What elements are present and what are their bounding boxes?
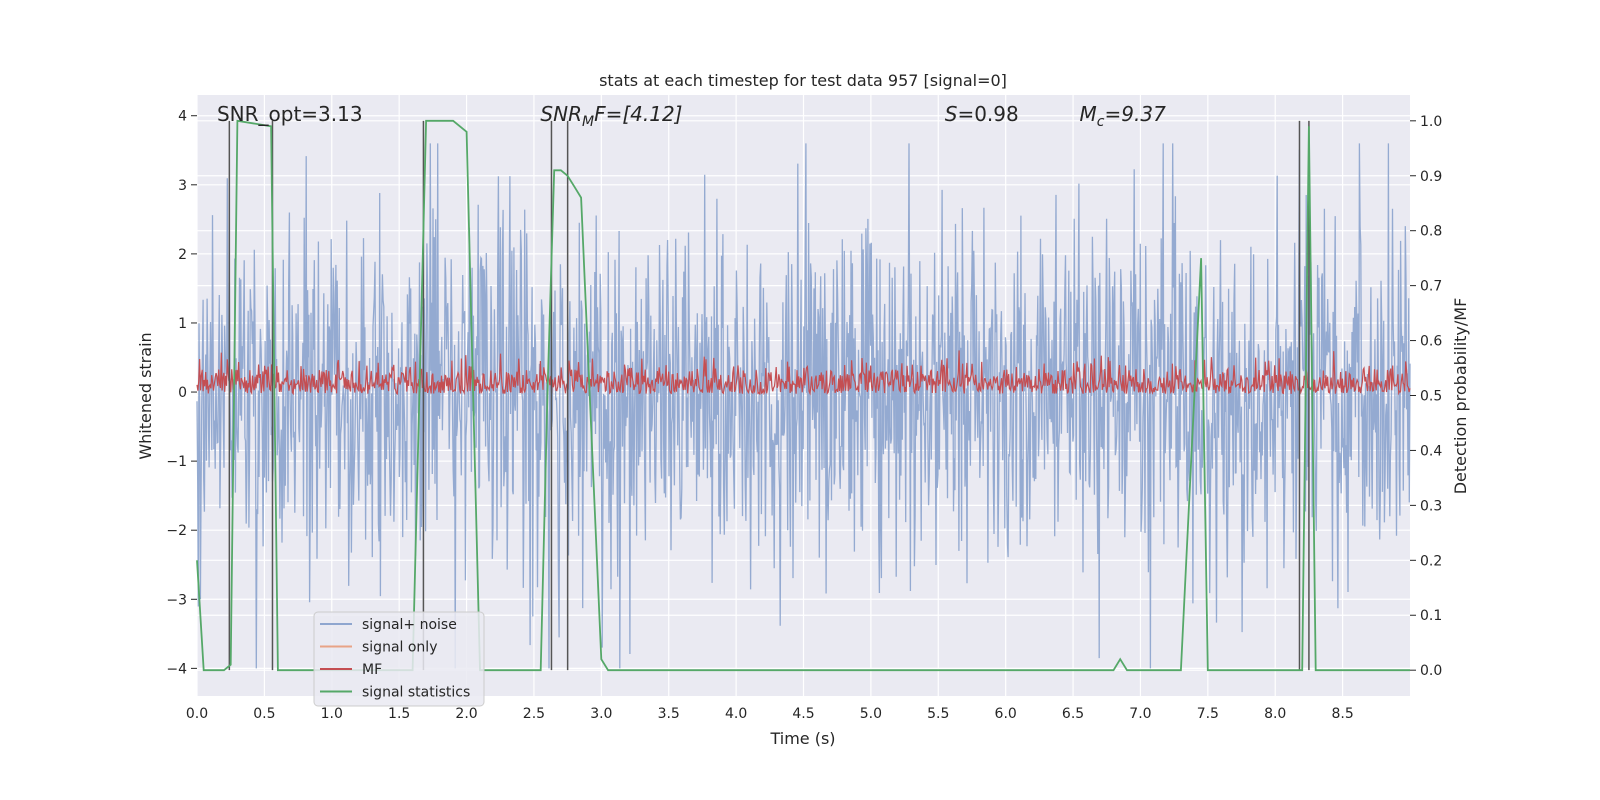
x-tick-4: 2.0	[455, 706, 477, 722]
signal-noise-series	[196, 143, 1411, 669]
y-tick-0: 4	[178, 109, 187, 125]
x-tick-3: 1.5	[388, 706, 410, 722]
annotation-2: S=0.98	[945, 102, 1019, 126]
mf-line	[196, 350, 1411, 396]
x-tick-1: 0.5	[253, 706, 275, 722]
y2-tick-5: 0.5	[1420, 389, 1442, 405]
y2-tick-0: 1.0	[1420, 114, 1442, 130]
y2-axis-ticks: 1.0 0.9 0.8 0.7 0.6 0.5 0.4 0.3 0.2 0.1 0.0	[1410, 114, 1442, 679]
y2-tick-8: 0.2	[1420, 553, 1442, 569]
chart-title: stats at each timestep for test data 957…	[599, 71, 1007, 90]
annotations: SNR_opt=3.13 SNRMF=[4.12] S=0.98 Mc=9.37	[217, 102, 1166, 130]
y2-tick-4: 0.6	[1420, 334, 1442, 350]
x-tick-8: 4.0	[725, 706, 747, 722]
y2-tick-3: 0.7	[1420, 279, 1442, 295]
y-tick-6: −2	[166, 523, 187, 539]
annotation-1: SNRMF=[4.12]	[540, 102, 682, 130]
legend-label-1: signal only	[362, 640, 437, 656]
y2-tick-6: 0.4	[1420, 443, 1442, 459]
y-tick-5: −1	[166, 454, 187, 470]
mf-series	[196, 350, 1411, 396]
y2-tick-2: 0.8	[1420, 224, 1442, 240]
x-tick-14: 7.0	[1129, 706, 1151, 722]
x-tick-13: 6.5	[1062, 706, 1084, 722]
y2-tick-9: 0.1	[1420, 608, 1442, 624]
y-tick-7: −3	[166, 592, 187, 608]
x-tick-11: 5.5	[927, 706, 949, 722]
x-tick-10: 5.0	[860, 706, 882, 722]
y-tick-3: 1	[178, 316, 187, 332]
x-tick-2: 1.0	[321, 706, 343, 722]
annotation-3: Mc=9.37	[1080, 102, 1167, 130]
legend-label-2: MF	[362, 662, 382, 678]
x-tick-12: 6.0	[995, 706, 1017, 722]
legend: signal+ noise signal only MF signal statist…	[313, 611, 485, 707]
y-tick-2: 2	[178, 247, 187, 263]
x-tick-17: 8.5	[1331, 706, 1353, 722]
y2-tick-1: 0.9	[1420, 169, 1442, 185]
signal-statistics-line	[196, 119, 1410, 672]
legend-label-0: signal+ noise	[362, 617, 457, 633]
x-tick-0: 0.0	[186, 706, 208, 722]
y2-axis-label: Detection probability/MF	[1451, 298, 1470, 495]
x-tick-7: 3.5	[658, 706, 680, 722]
y-axis-ticks: 4 3 2 1 0 −1 −2 −3 −4	[166, 109, 197, 677]
legend-box	[313, 611, 485, 707]
y2-tick-7: 0.3	[1420, 498, 1442, 514]
x-axis-label: Time (s)	[769, 729, 835, 748]
legend-label-3: signal statistics	[362, 685, 470, 701]
x-tick-15: 7.5	[1197, 706, 1219, 722]
x-tick-9: 4.5	[792, 706, 814, 722]
y-tick-8: −4	[166, 661, 187, 677]
annotation-0: SNR_opt=3.13	[217, 102, 363, 126]
y-tick-1: 3	[178, 178, 187, 194]
x-tick-5: 2.5	[523, 706, 545, 722]
x-tick-16: 8.0	[1264, 706, 1286, 722]
signal-noise-line	[196, 143, 1411, 669]
y-axis-label: Whitened strain	[136, 332, 155, 459]
y-tick-4: 0	[178, 385, 187, 401]
signal-statistics-series	[196, 119, 1410, 672]
y2-tick-10: 0.0	[1420, 663, 1442, 679]
x-tick-6: 3.0	[590, 706, 612, 722]
x-axis-ticks: 0.0 0.5 1.0 1.5 2.0 2.5 3.0 3.5 4.0 4.5 5.0 5.5 6.0 6…	[186, 706, 1354, 722]
